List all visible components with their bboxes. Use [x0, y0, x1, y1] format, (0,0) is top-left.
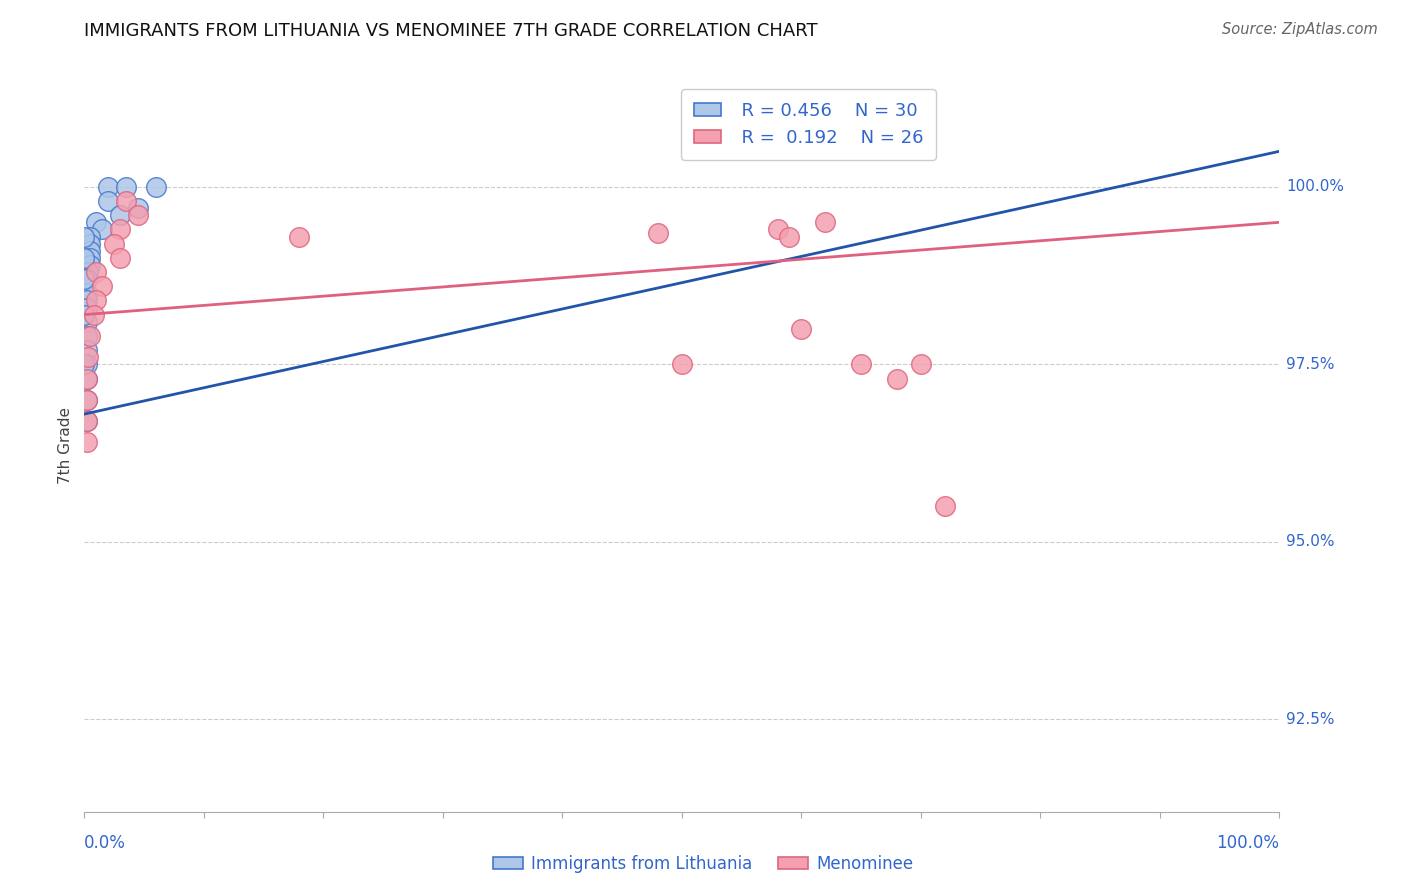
Point	[76, 414, 98, 428]
Point	[76, 414, 98, 428]
Legend:   R = 0.456    N = 30,   R =  0.192    N = 26: R = 0.456 N = 30, R = 0.192 N = 26	[681, 89, 936, 160]
Point	[76, 315, 98, 329]
Point	[84, 293, 107, 308]
Point	[83, 308, 105, 322]
Point	[671, 357, 693, 371]
Point	[110, 222, 132, 236]
Point	[115, 179, 138, 194]
Text: 100.0%: 100.0%	[1286, 179, 1344, 194]
Point	[77, 265, 100, 279]
Point	[76, 343, 98, 358]
Point	[91, 279, 114, 293]
Point	[84, 215, 107, 229]
Point	[79, 236, 101, 251]
Point	[79, 244, 101, 258]
Point	[886, 371, 908, 385]
Text: IMMIGRANTS FROM LITHUANIA VS MENOMINEE 7TH GRADE CORRELATION CHART: IMMIGRANTS FROM LITHUANIA VS MENOMINEE 7…	[84, 22, 818, 40]
Point	[76, 293, 98, 308]
Point	[76, 286, 98, 301]
Point	[73, 251, 96, 265]
Legend: Immigrants from Lithuania, Menominee: Immigrants from Lithuania, Menominee	[486, 848, 920, 880]
Point	[647, 226, 669, 240]
Point	[766, 222, 789, 236]
Point	[79, 329, 101, 343]
Point	[910, 357, 932, 371]
Point	[97, 194, 120, 208]
Point	[115, 194, 138, 208]
Point	[73, 308, 96, 322]
Point	[97, 179, 120, 194]
Point	[145, 179, 167, 194]
Point	[76, 301, 98, 315]
Point	[91, 222, 114, 236]
Point	[779, 229, 801, 244]
Point	[76, 357, 98, 371]
Point	[76, 371, 98, 385]
Point	[814, 215, 837, 229]
Point	[77, 350, 100, 364]
Point	[79, 258, 101, 272]
Point	[76, 392, 98, 407]
Point	[73, 357, 96, 371]
Point	[288, 229, 311, 244]
Text: 97.5%: 97.5%	[1286, 357, 1334, 372]
Point	[849, 357, 872, 371]
Point	[76, 272, 98, 286]
Point	[127, 208, 149, 222]
Point	[76, 392, 98, 407]
Point	[79, 229, 101, 244]
Text: Source: ZipAtlas.com: Source: ZipAtlas.com	[1222, 22, 1378, 37]
Point	[76, 371, 98, 385]
Point	[79, 251, 101, 265]
Text: 100.0%: 100.0%	[1216, 834, 1279, 852]
Text: 0.0%: 0.0%	[84, 834, 127, 852]
Point	[73, 272, 96, 286]
Point	[127, 201, 149, 215]
Point	[76, 435, 98, 450]
Point	[103, 236, 125, 251]
Point	[934, 500, 956, 514]
Point	[76, 329, 98, 343]
Point	[73, 229, 96, 244]
Point	[110, 208, 132, 222]
Text: 92.5%: 92.5%	[1286, 712, 1334, 727]
Point	[84, 265, 107, 279]
Point	[110, 251, 132, 265]
Point	[790, 322, 813, 336]
Text: 95.0%: 95.0%	[1286, 534, 1334, 549]
Y-axis label: 7th Grade: 7th Grade	[58, 408, 73, 484]
